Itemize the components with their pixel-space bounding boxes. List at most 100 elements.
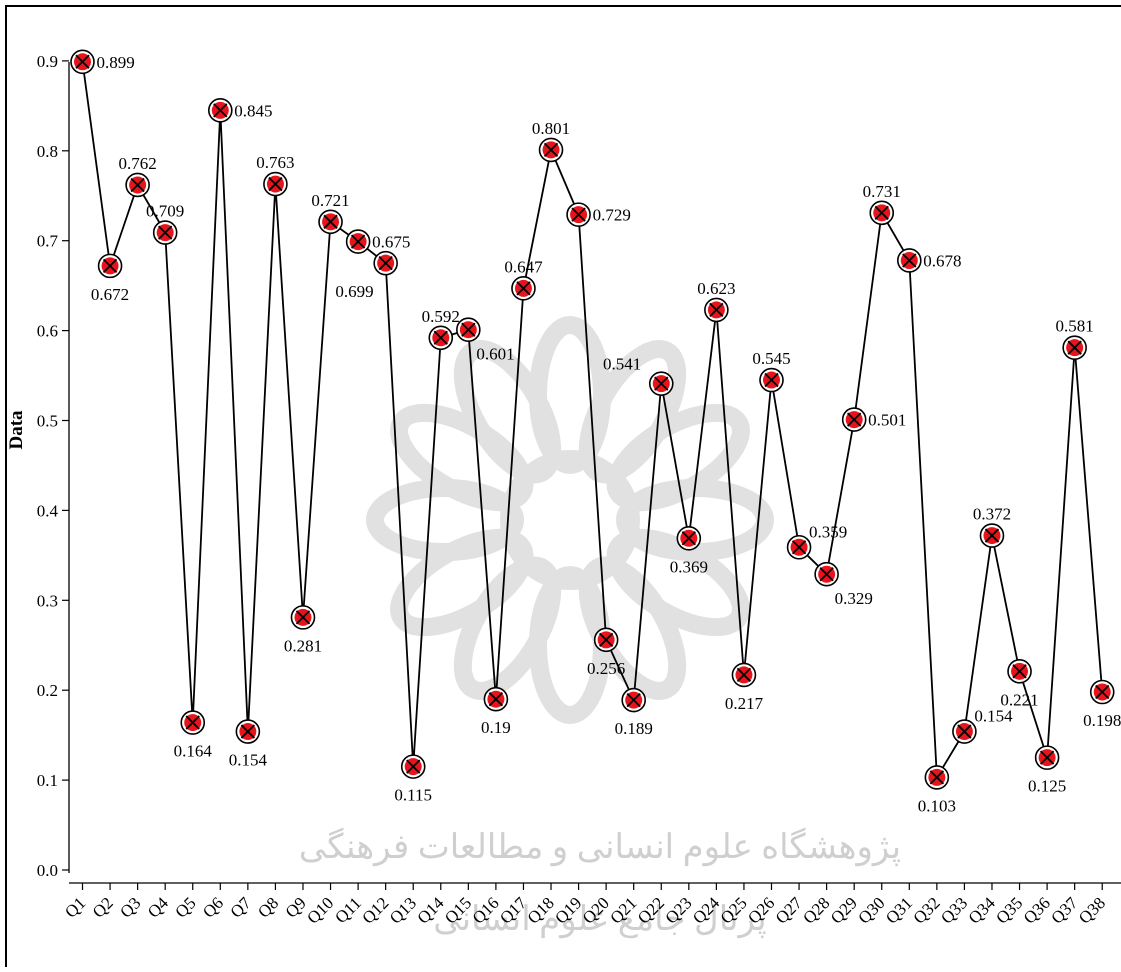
x-tick-label: Q37 bbox=[1047, 893, 1081, 927]
x-tick-label: Q7 bbox=[227, 893, 255, 921]
y-tick-label: 0.7 bbox=[37, 232, 59, 251]
data-point bbox=[208, 98, 233, 123]
x-tick-label: Q8 bbox=[254, 893, 282, 921]
data-point bbox=[621, 687, 647, 713]
data-label: 0.372 bbox=[973, 505, 1011, 524]
data-label: 0.899 bbox=[97, 53, 135, 72]
data-point bbox=[952, 719, 977, 744]
data-point bbox=[676, 525, 702, 551]
data-label: 0.592 bbox=[422, 307, 460, 326]
data-point bbox=[731, 662, 757, 688]
data-label: 0.125 bbox=[1028, 777, 1066, 796]
x-tick-label: Q38 bbox=[1075, 893, 1109, 927]
x-tick-label: Q12 bbox=[358, 893, 392, 927]
data-label: 0.699 bbox=[335, 282, 373, 301]
data-label: 0.545 bbox=[752, 349, 790, 368]
data-label: 0.729 bbox=[593, 206, 631, 225]
data-point bbox=[290, 605, 316, 630]
x-tick-label: Q35 bbox=[992, 893, 1026, 927]
data-label: 0.672 bbox=[91, 285, 129, 304]
data-point bbox=[345, 229, 371, 254]
y-tick-label: 0.4 bbox=[37, 501, 59, 520]
y-tick-label: 0.9 bbox=[37, 52, 58, 71]
data-label: 0.359 bbox=[809, 522, 847, 541]
data-point bbox=[456, 317, 481, 343]
data-label: 0.541 bbox=[603, 355, 641, 374]
data-label: 0.581 bbox=[1056, 317, 1094, 336]
data-point bbox=[152, 220, 178, 245]
data-label: 0.369 bbox=[670, 557, 708, 576]
y-tick-label: 0.8 bbox=[37, 142, 58, 161]
data-point bbox=[125, 172, 150, 198]
x-tick-label: Q34 bbox=[965, 893, 999, 927]
data-point bbox=[400, 754, 426, 779]
x-tick-label: Q13 bbox=[386, 893, 420, 927]
x-tick-label: Q28 bbox=[799, 893, 833, 927]
data-point bbox=[538, 137, 564, 163]
x-tick-label: Q10 bbox=[303, 893, 337, 927]
data-label: 0.731 bbox=[863, 182, 901, 201]
data-labels: 0.899 0.672 0.762 0.709 0.164 0.845 0.154 0.763… bbox=[91, 53, 1121, 816]
data-label: 0.198 bbox=[1083, 711, 1121, 730]
data-point bbox=[373, 250, 398, 276]
data-label: 0.164 bbox=[174, 742, 213, 761]
data-point bbox=[263, 171, 288, 197]
watermark-text-line2: پرتال جامع علوم انسانی bbox=[433, 901, 767, 939]
x-tick-label: Q11 bbox=[331, 893, 365, 927]
data-point bbox=[896, 248, 922, 273]
series-markers bbox=[70, 49, 1115, 790]
x-tick-label: Q27 bbox=[772, 893, 806, 927]
data-label: 0.721 bbox=[311, 191, 349, 210]
data-label: 0.221 bbox=[1000, 690, 1038, 709]
plot-frame bbox=[5, 5, 1121, 972]
watermark-ring bbox=[500, 450, 640, 590]
x-tick-label: Q29 bbox=[827, 893, 861, 927]
y-tick-label: 0.0 bbox=[37, 861, 58, 880]
watermark-logo bbox=[366, 316, 774, 724]
y-tick-label: 0.1 bbox=[37, 771, 58, 790]
data-point bbox=[979, 523, 1005, 548]
data-point bbox=[70, 49, 95, 75]
data-label: 0.154 bbox=[229, 751, 268, 770]
data-point bbox=[97, 253, 123, 279]
data-point bbox=[235, 719, 261, 744]
series-line-group bbox=[81, 61, 1104, 779]
data-point bbox=[483, 686, 509, 712]
data-point bbox=[318, 209, 343, 235]
data-label: 0.601 bbox=[476, 345, 514, 364]
data-point bbox=[1089, 679, 1115, 705]
x-tick-label: Q4 bbox=[144, 893, 172, 921]
data-point bbox=[869, 200, 895, 226]
x-tick-label: Q36 bbox=[1020, 893, 1054, 927]
data-point bbox=[1007, 659, 1032, 684]
data-point bbox=[593, 627, 619, 653]
data-point bbox=[1062, 335, 1087, 360]
data-label: 0.189 bbox=[615, 719, 653, 738]
data-label: 0.801 bbox=[532, 119, 570, 138]
data-label: 0.256 bbox=[587, 659, 625, 678]
data-label: 0.217 bbox=[725, 694, 764, 713]
data-point bbox=[814, 561, 839, 587]
data-label: 0.281 bbox=[284, 636, 322, 655]
y-tick-label: 0.3 bbox=[37, 591, 58, 610]
y-axis-ticks: 0.0 0.1 0.2 0.3 0.4 0.5 0.6 0.7 0.8 0.9 bbox=[37, 52, 69, 880]
x-tick-label: Q3 bbox=[116, 893, 144, 921]
x-tick-label: Q32 bbox=[910, 893, 944, 927]
data-point bbox=[566, 202, 591, 227]
data-label: 0.647 bbox=[504, 257, 543, 276]
data-point bbox=[924, 765, 950, 790]
data-label: 0.501 bbox=[868, 411, 906, 430]
data-point bbox=[841, 407, 867, 432]
data-point bbox=[511, 276, 536, 301]
x-tick-label: Q31 bbox=[882, 893, 916, 927]
data-point bbox=[786, 534, 812, 560]
data-label: 0.623 bbox=[697, 279, 735, 298]
data-point bbox=[1034, 745, 1060, 770]
data-label: 0.19 bbox=[481, 718, 511, 737]
x-tick-label: Q5 bbox=[171, 893, 199, 921]
y-tick-label: 0.5 bbox=[37, 412, 58, 431]
data-label: 0.762 bbox=[118, 154, 156, 173]
data-label: 0.115 bbox=[394, 786, 432, 805]
